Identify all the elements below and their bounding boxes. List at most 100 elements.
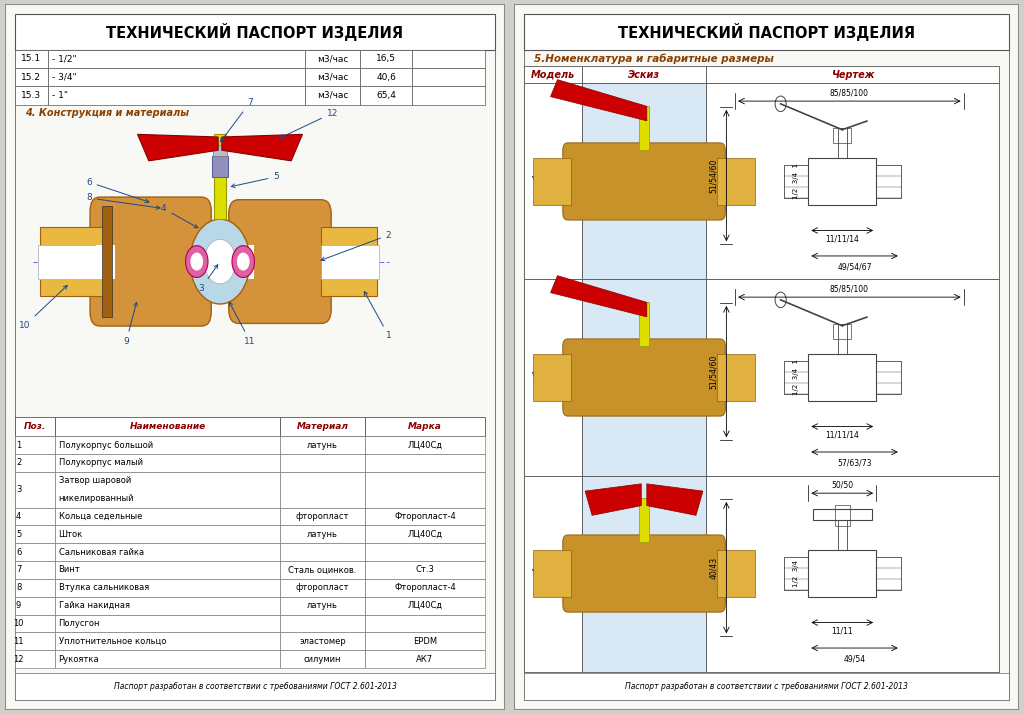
Text: 7: 7: [16, 565, 22, 575]
Text: 11/11: 11/11: [831, 626, 853, 635]
Bar: [365, 633, 484, 650]
FancyBboxPatch shape: [563, 339, 725, 416]
Bar: [808, 158, 877, 205]
Text: 2: 2: [16, 458, 22, 468]
Text: Фторопласт-4: Фторопласт-4: [394, 512, 456, 521]
Text: Гайка накидная: Гайка накидная: [58, 601, 130, 610]
Bar: [280, 597, 365, 615]
Bar: [280, 508, 365, 526]
Bar: [413, 49, 484, 68]
Bar: [280, 436, 365, 454]
Bar: [47, 86, 305, 105]
Bar: [15, 633, 55, 650]
FancyBboxPatch shape: [228, 200, 331, 323]
Bar: [639, 302, 649, 346]
Bar: [524, 66, 583, 84]
Text: 5: 5: [16, 530, 22, 539]
Text: 7: 7: [220, 98, 253, 142]
Text: Поз.: Поз.: [24, 422, 46, 431]
Bar: [524, 84, 583, 279]
Bar: [96, 245, 115, 278]
Bar: [55, 579, 280, 597]
Text: 15.1: 15.1: [22, 54, 41, 64]
Bar: [359, 86, 413, 105]
Bar: [15, 68, 47, 86]
Bar: [783, 165, 808, 198]
Text: 51/54/60: 51/54/60: [710, 159, 718, 193]
Text: Ст.3: Ст.3: [416, 565, 434, 575]
Text: м3/час: м3/час: [316, 91, 348, 100]
Text: ТЕХНИЧЕСКИЙ ПАСПОРТ ИЗДЕЛИЯ: ТЕХНИЧЕСКИЙ ПАСПОРТ ИЗДЕЛИЯ: [106, 23, 403, 41]
Bar: [808, 550, 877, 597]
Bar: [15, 436, 55, 454]
Bar: [808, 353, 877, 401]
Bar: [102, 206, 113, 317]
Circle shape: [190, 253, 203, 271]
Text: 1: 1: [16, 441, 22, 450]
Circle shape: [204, 239, 236, 284]
Bar: [15, 650, 55, 668]
Text: 40/43: 40/43: [710, 557, 718, 579]
Text: 4: 4: [16, 512, 22, 521]
Circle shape: [232, 246, 255, 278]
Bar: [583, 476, 706, 672]
Bar: [365, 526, 484, 543]
Bar: [835, 505, 850, 526]
Bar: [280, 417, 365, 436]
Bar: [639, 106, 649, 150]
Text: EPDM: EPDM: [413, 637, 437, 645]
Text: фторопласт: фторопласт: [296, 583, 349, 592]
Text: 85/85/100: 85/85/100: [829, 285, 868, 293]
Text: 6: 6: [16, 548, 22, 557]
Bar: [15, 526, 55, 543]
Bar: [55, 597, 280, 615]
FancyBboxPatch shape: [563, 535, 725, 612]
Text: 1/2  3/4  1: 1/2 3/4 1: [793, 164, 799, 199]
Circle shape: [185, 246, 208, 278]
Text: Шток: Шток: [58, 530, 83, 539]
Text: VT.120: VT.120: [532, 176, 574, 186]
Text: 51/54/60: 51/54/60: [710, 354, 718, 389]
Bar: [15, 615, 55, 633]
Circle shape: [237, 253, 250, 271]
Bar: [365, 561, 484, 579]
Text: 12: 12: [280, 109, 338, 138]
Bar: [55, 561, 280, 579]
Bar: [15, 597, 55, 615]
Text: 8: 8: [86, 193, 160, 209]
Polygon shape: [551, 80, 647, 121]
Bar: [583, 66, 706, 84]
Bar: [55, 543, 280, 561]
Bar: [234, 245, 254, 278]
Text: фторопласт: фторопласт: [296, 512, 349, 521]
Text: Затвор шаровой: Затвор шаровой: [58, 476, 131, 486]
Bar: [280, 526, 365, 543]
Text: Рукоятка: Рукоятка: [58, 655, 99, 663]
Bar: [365, 454, 484, 472]
Bar: [365, 417, 484, 436]
Text: Материал: Материал: [296, 422, 348, 431]
Bar: [524, 476, 583, 672]
Text: Наименование: Наименование: [129, 422, 206, 431]
Bar: [717, 550, 755, 597]
Bar: [15, 454, 55, 472]
Text: 15.2: 15.2: [22, 73, 41, 81]
Text: 9: 9: [124, 303, 137, 346]
Text: м3/час: м3/час: [316, 54, 348, 64]
Text: силумин: силумин: [304, 655, 341, 663]
Text: АК7: АК7: [417, 655, 433, 663]
Bar: [55, 526, 280, 543]
Bar: [833, 128, 852, 143]
Bar: [322, 227, 378, 296]
Text: 1/2  3/4  1: 1/2 3/4 1: [793, 359, 799, 396]
Text: латунь: латунь: [307, 601, 338, 610]
Bar: [838, 520, 847, 550]
Bar: [15, 579, 55, 597]
Bar: [280, 472, 365, 508]
Text: латунь: латунь: [307, 530, 338, 539]
Bar: [213, 145, 227, 156]
Bar: [365, 650, 484, 668]
Bar: [212, 156, 228, 177]
Bar: [534, 550, 571, 597]
Text: 2: 2: [322, 231, 391, 261]
